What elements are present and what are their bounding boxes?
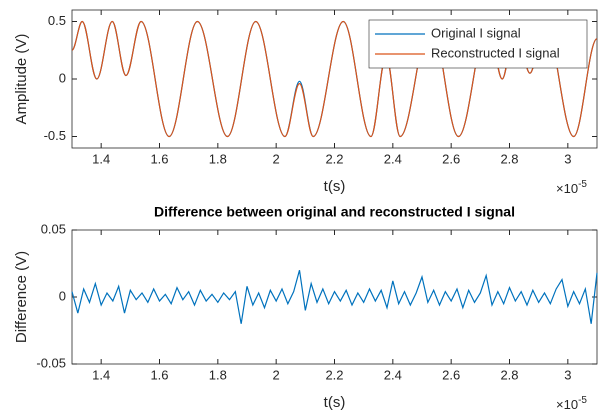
- x-multiplier-base: ×10: [556, 397, 578, 412]
- x-axis-label: t(s): [324, 394, 346, 411]
- x-multiplier: ×10-5: [556, 179, 587, 197]
- x-tick-label: 1.4: [92, 367, 110, 382]
- x-tick-label: 1.6: [150, 367, 168, 382]
- legend-label: Original I signal: [431, 25, 521, 40]
- x-tick-label: 2.6: [442, 367, 460, 382]
- x-tick-label: 2.8: [500, 151, 518, 166]
- x-multiplier-exponent: -5: [578, 395, 587, 406]
- x-tick-label: 1.8: [209, 151, 227, 166]
- y-tick-label: -0.5: [44, 128, 66, 143]
- x-multiplier-exponent: -5: [578, 179, 587, 190]
- x-axis-label: t(s): [324, 178, 346, 195]
- y-tick-label: 0: [59, 288, 66, 303]
- x-multiplier-base: ×10: [556, 181, 578, 196]
- y-axis-label: Amplitude (V): [13, 34, 30, 125]
- data-line: [71, 270, 598, 324]
- x-tick-label: 2.4: [384, 151, 402, 166]
- legend-box: [368, 19, 588, 69]
- y-axis-label: Difference (V): [13, 251, 30, 343]
- x-tick-label: 2.2: [325, 367, 343, 382]
- x-tick-label: 1.8: [209, 367, 227, 382]
- y-tick-label: -0.05: [36, 355, 66, 370]
- x-tick-label: 2: [273, 367, 280, 382]
- chart-title: Difference between original and reconstr…: [154, 204, 515, 220]
- y-tick-label: 0.05: [41, 221, 66, 236]
- x-tick-label: 3: [564, 151, 571, 166]
- x-tick-label: 2.2: [325, 151, 343, 166]
- legend-label: Reconstructed I signal: [431, 45, 560, 60]
- x-tick-label: 1.4: [92, 151, 110, 166]
- axes-box: [71, 229, 598, 365]
- x-tick-label: 2: [273, 151, 280, 166]
- x-tick-label: 2.4: [384, 367, 402, 382]
- x-tick-label: 1.6: [150, 151, 168, 166]
- y-tick-label: 0: [59, 70, 66, 85]
- y-tick-label: 0.5: [48, 13, 66, 28]
- x-multiplier: ×10-5: [556, 395, 587, 413]
- x-tick-label: 3: [564, 367, 571, 382]
- x-tick-label: 2.6: [442, 151, 460, 166]
- x-tick-label: 2.8: [500, 367, 518, 382]
